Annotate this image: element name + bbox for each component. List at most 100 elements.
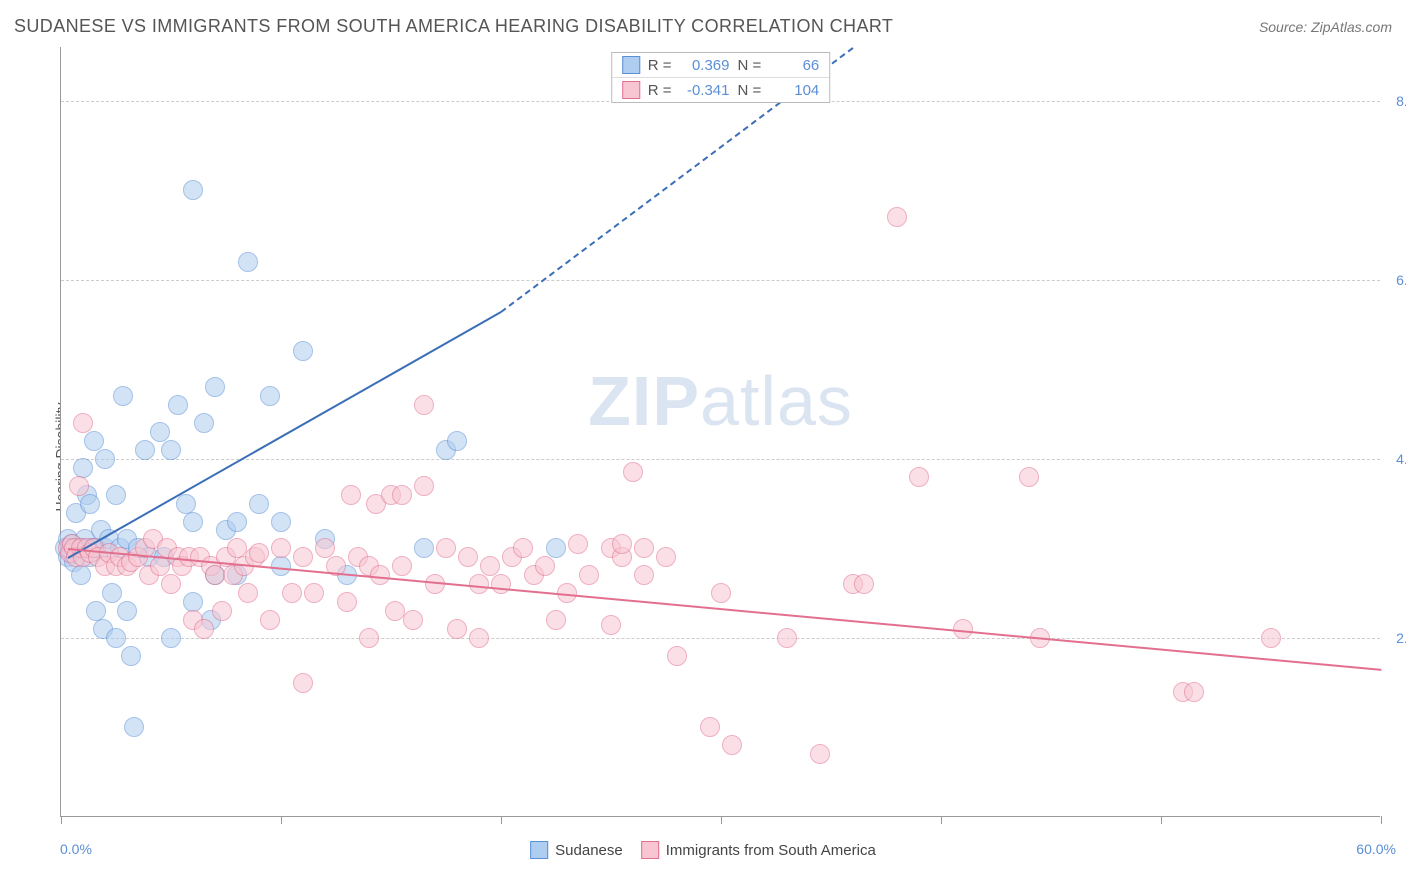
data-point (238, 252, 258, 272)
stats-row: R =0.369N =66 (612, 53, 830, 77)
data-point (711, 583, 731, 603)
stats-legend: R =0.369N =66R =-0.341N =104 (611, 52, 831, 103)
legend-label: Sudanese (555, 842, 623, 859)
data-point (161, 628, 181, 648)
data-point (227, 512, 247, 532)
y-tick-label: 6.0% (1396, 272, 1406, 288)
data-point (601, 615, 621, 635)
x-axis-min-label: 0.0% (60, 841, 92, 857)
data-point (480, 556, 500, 576)
data-point (73, 458, 93, 478)
x-tick (281, 816, 282, 824)
data-point (117, 601, 137, 621)
data-point (102, 583, 122, 603)
stat-r-value: -0.341 (680, 82, 730, 99)
gridline (61, 638, 1380, 639)
data-point (106, 628, 126, 648)
data-point (887, 207, 907, 227)
data-point (634, 565, 654, 585)
data-point (304, 583, 324, 603)
data-point (667, 646, 687, 666)
data-point (95, 449, 115, 469)
data-point (260, 610, 280, 630)
data-point (436, 538, 456, 558)
data-point (271, 512, 291, 532)
data-point (121, 646, 141, 666)
data-point (1184, 682, 1204, 702)
data-point (414, 476, 434, 496)
data-point (722, 735, 742, 755)
x-tick (721, 816, 722, 824)
x-tick (61, 816, 62, 824)
stat-n-label: N = (738, 57, 762, 74)
legend-label: Immigrants from South America (666, 842, 876, 859)
data-point (80, 494, 100, 514)
data-point (546, 610, 566, 630)
data-point (260, 386, 280, 406)
data-point (71, 565, 91, 585)
trend-line (68, 548, 1382, 671)
stat-r-label: R = (648, 82, 672, 99)
plot-area: ZIPatlas R =0.369N =66R =-0.341N =104 2.… (60, 47, 1380, 817)
stat-n-label: N = (738, 82, 762, 99)
x-tick (1381, 816, 1382, 824)
legend-swatch (641, 841, 659, 859)
data-point (271, 538, 291, 558)
data-point (535, 556, 555, 576)
data-point (315, 538, 335, 558)
data-point (469, 628, 489, 648)
gridline (61, 459, 1380, 460)
data-point (491, 574, 511, 594)
data-point (194, 413, 214, 433)
data-point (337, 592, 357, 612)
stats-row: R = -0.341 N = 104 (612, 77, 830, 102)
x-tick (501, 816, 502, 824)
data-point (293, 547, 313, 567)
chart-source: Source: ZipAtlas.com (1259, 19, 1392, 35)
y-tick-label: 4.0% (1396, 451, 1406, 467)
x-axis-max-label: 60.0% (1356, 841, 1396, 857)
data-point (293, 673, 313, 693)
data-point (447, 431, 467, 451)
data-point (205, 377, 225, 397)
gridline (61, 280, 1380, 281)
data-point (168, 395, 188, 415)
data-point (909, 467, 929, 487)
data-point (513, 538, 533, 558)
stat-r-label: R = (648, 57, 672, 74)
legend-item: Sudanese (530, 841, 623, 859)
data-point (124, 717, 144, 737)
chart-container: Hearing Disability ZIPatlas R =0.369N =6… (10, 47, 1396, 867)
data-point (458, 547, 478, 567)
data-point (568, 534, 588, 554)
data-point (1261, 628, 1281, 648)
data-point (1019, 467, 1039, 487)
data-point (106, 485, 126, 505)
y-tick-label: 8.0% (1396, 93, 1406, 109)
data-point (579, 565, 599, 585)
data-point (69, 476, 89, 496)
data-point (194, 619, 214, 639)
chart-header: SUDANESE VS IMMIGRANTS FROM SOUTH AMERIC… (10, 10, 1396, 47)
data-point (183, 512, 203, 532)
x-tick (1161, 816, 1162, 824)
data-point (854, 574, 874, 594)
stat-n-value: 104 (769, 82, 819, 99)
data-point (447, 619, 467, 639)
data-point (403, 610, 423, 630)
data-point (359, 628, 379, 648)
data-point (150, 422, 170, 442)
data-point (612, 534, 632, 554)
stat-r-value: 0.369 (680, 57, 730, 74)
data-point (183, 180, 203, 200)
data-point (249, 543, 269, 563)
data-point (249, 494, 269, 514)
data-point (392, 485, 412, 505)
data-point (161, 574, 181, 594)
data-point (341, 485, 361, 505)
data-point (634, 538, 654, 558)
data-point (84, 431, 104, 451)
legend-swatch (530, 841, 548, 859)
x-tick (941, 816, 942, 824)
data-point (293, 341, 313, 361)
